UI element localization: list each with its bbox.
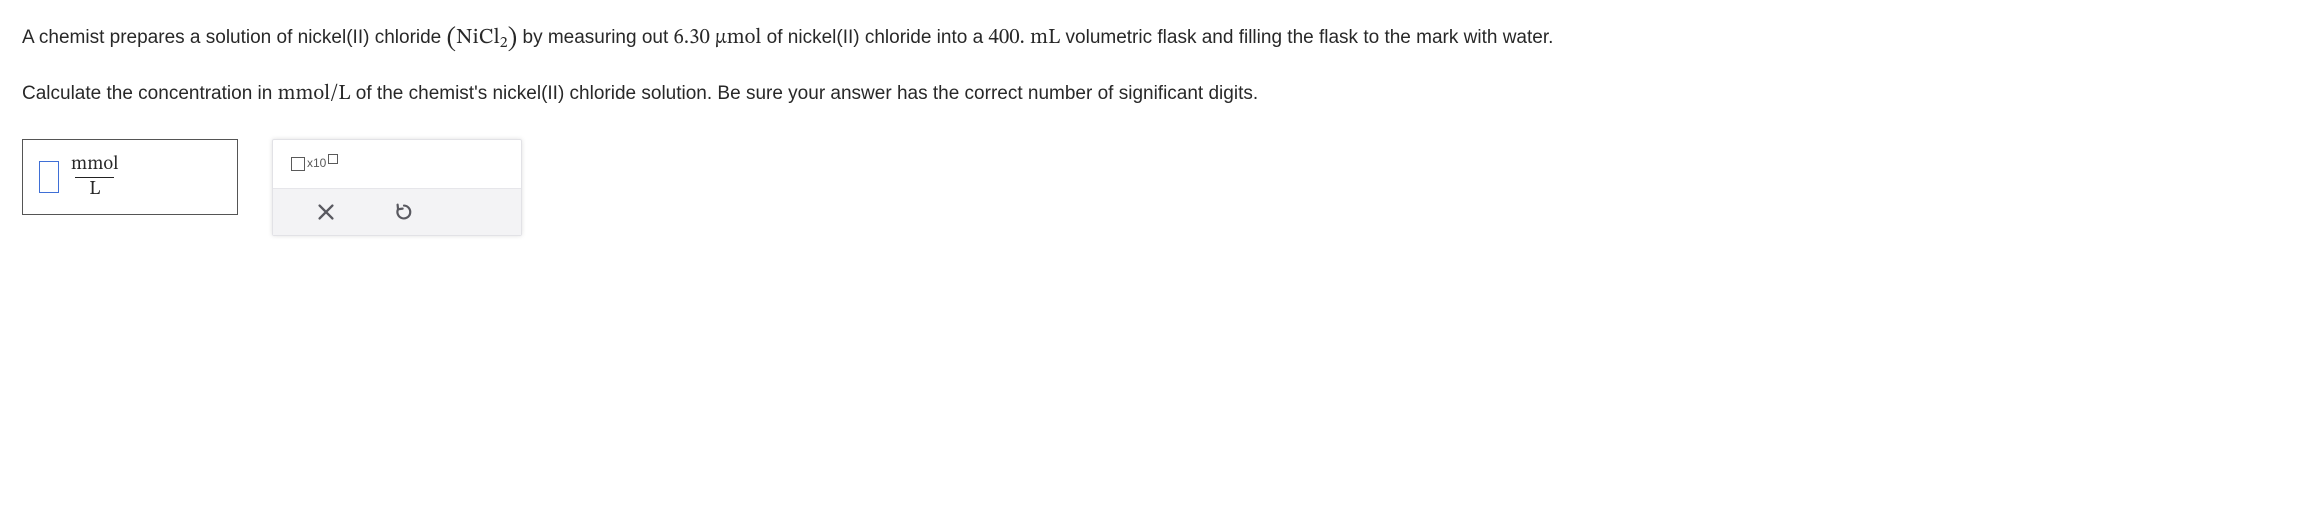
volume-unit: mL: [1030, 27, 1060, 48]
amount-value: 6.30: [674, 27, 710, 48]
clear-button[interactable]: [315, 201, 337, 223]
toolbox: x10: [272, 139, 522, 236]
conc-unit: mmol/L: [278, 83, 351, 104]
text: volumetric flask and filling the flask t…: [1060, 27, 1553, 48]
volume-value: 400.: [988, 27, 1024, 48]
reset-button[interactable]: [393, 201, 415, 223]
open-paren: (: [447, 26, 457, 53]
text: of nickel(II) chloride into a: [761, 27, 988, 48]
frac-numerator: mmol: [69, 154, 121, 177]
problem-paragraph-1: A chemist prepares a solution of nickel(…: [22, 18, 2286, 63]
close-paren: ): [508, 26, 518, 53]
frac-denominator: L: [75, 177, 114, 201]
text: by measuring out: [517, 27, 673, 48]
problem-paragraph-2: Calculate the concentration in mmol/L of…: [22, 77, 2286, 112]
text: of the chemist's nickel(II) chloride sol…: [351, 83, 1259, 104]
answer-row: mmol L x10: [22, 139, 2286, 236]
mantissa-box-icon: [291, 157, 305, 171]
text: Calculate the concentration in: [22, 83, 278, 104]
formula-nicl2: NiCl2: [456, 27, 507, 49]
amount-unit: μmol: [715, 27, 761, 48]
scientific-notation-button[interactable]: x10: [287, 152, 342, 176]
answer-input[interactable]: [39, 161, 59, 193]
answer-units: mmol L: [69, 154, 121, 201]
text: A chemist prepares a solution of nickel(…: [22, 27, 447, 48]
close-icon: [315, 201, 337, 223]
undo-icon: [393, 201, 415, 223]
exponent-box-icon: [328, 154, 338, 164]
toolbox-top: x10: [273, 140, 521, 188]
answer-box: mmol L: [22, 139, 238, 215]
toolbox-bottom: [273, 188, 521, 235]
sci-label: x10: [307, 154, 326, 174]
